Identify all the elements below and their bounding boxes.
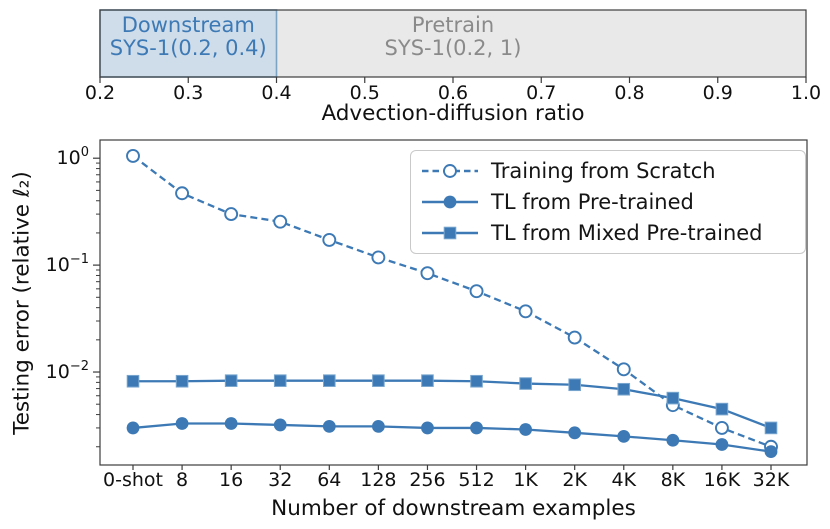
circle-open-marker xyxy=(567,330,582,345)
downstream-region xyxy=(99,9,278,78)
circle-open-marker xyxy=(443,163,457,178)
square-marker xyxy=(421,374,434,387)
x-tick-label: 32K xyxy=(753,469,790,491)
series-line xyxy=(132,422,772,453)
ratio-axis-tick-label: 0.3 xyxy=(173,82,203,104)
x-tick-label: 256 xyxy=(409,469,445,491)
square-marker xyxy=(126,374,140,388)
x-tick-label: 8K xyxy=(661,469,686,491)
x-tick-label: 0-shot xyxy=(103,469,163,491)
square-marker xyxy=(323,374,336,387)
circle-open-marker xyxy=(518,304,533,319)
circle-open-marker xyxy=(175,186,190,201)
circle-marker xyxy=(273,418,287,432)
circle-open-marker xyxy=(714,420,729,435)
ratio-axis-tick-label: 0.7 xyxy=(526,82,556,104)
error-chart: 100 10−1 10−2 0-shot 8 16 32 64 128 256 512 1K 2K 4K 8… xyxy=(46,139,808,491)
square-marker xyxy=(764,421,778,435)
circle-marker xyxy=(126,421,140,435)
x-tick-label: 4K xyxy=(611,469,636,491)
circle-legend-key-icon xyxy=(422,195,478,209)
circle-marker xyxy=(443,195,457,209)
series-tl-from-pre-trained xyxy=(126,417,778,459)
x-tick-label: 512 xyxy=(458,469,494,491)
circle-marker xyxy=(666,433,680,447)
legend: Training from Scratch TL from Pre-trained… xyxy=(410,150,806,254)
square-marker xyxy=(175,374,189,388)
square-marker xyxy=(715,402,729,416)
circle-open-marker xyxy=(469,284,484,299)
circle-marker xyxy=(715,438,729,451)
circle-marker xyxy=(470,421,483,435)
y-tick-label: 100 xyxy=(57,145,89,169)
square-marker xyxy=(666,391,680,405)
x-tick-label: 64 xyxy=(317,469,341,491)
ratio-bar-panel: 0.2 0.3 0.4 0.5 0.6 0.7 0.8 0.9 1.0 xyxy=(85,9,821,104)
circle-marker xyxy=(617,429,631,443)
circle-marker xyxy=(224,417,238,430)
circle-open-marker xyxy=(224,207,239,222)
ratio-axis-tick-label: 0.5 xyxy=(350,82,380,104)
circle-marker xyxy=(371,420,385,433)
circle-marker xyxy=(175,417,189,430)
x-tick-label: 2K xyxy=(562,469,587,491)
circle-open-marker xyxy=(616,362,631,377)
ratio-axis-tick-label: 0.2 xyxy=(85,82,115,104)
square-marker xyxy=(372,374,385,387)
ratio-axis-tick-label: 0.8 xyxy=(614,82,644,104)
ratio-axis-tick-label: 0.6 xyxy=(438,82,468,104)
circle-open-marker xyxy=(371,250,386,265)
square-marker xyxy=(224,374,238,387)
x-tick-label: 16K xyxy=(704,469,741,491)
circle-open-marker xyxy=(126,148,140,163)
series-line xyxy=(133,379,772,429)
square-marker xyxy=(568,378,581,392)
circle-marker xyxy=(764,445,778,459)
y-tick-label: 10−2 xyxy=(46,359,89,383)
x-tick-label: 16 xyxy=(219,469,243,491)
square-legend-key-icon xyxy=(422,227,478,240)
y-tick-label: 10−1 xyxy=(46,252,89,276)
legend-item: TL from Pre-trained xyxy=(421,187,795,217)
legend-item-label: TL from Pre-trained xyxy=(491,189,694,214)
legend-item-label: Training from Scratch xyxy=(491,158,716,183)
ratio-axis-tick-label: 0.9 xyxy=(703,82,733,104)
legend-item: TL from Mixed Pre-trained xyxy=(421,218,795,248)
circle-open-legend-key-icon xyxy=(422,163,478,178)
ratio-axis-label: Advection-diffusion ratio xyxy=(321,101,585,126)
square-marker xyxy=(617,382,631,396)
legend-item: Training from Scratch xyxy=(421,156,795,186)
circle-open-marker xyxy=(420,266,435,281)
x-tick-label: 128 xyxy=(360,469,396,491)
square-marker xyxy=(273,374,287,387)
x-tick-label: 1K xyxy=(513,469,538,491)
circle-open-marker xyxy=(322,232,337,247)
series-line xyxy=(132,155,772,448)
y-axis-label: Testing error (relative ℓ₂) xyxy=(9,171,35,435)
circle-marker xyxy=(421,421,434,435)
circle-open-marker xyxy=(273,214,288,229)
legend-item-label: TL from Mixed Pre-trained xyxy=(491,221,763,246)
circle-marker xyxy=(322,420,336,433)
square-marker xyxy=(470,374,483,388)
ratio-axis-tick-label: 0.4 xyxy=(261,82,291,104)
error-chart-frame xyxy=(99,139,808,466)
ratio-axis-tick-label: 1.0 xyxy=(791,82,821,104)
x-tick-label: 32 xyxy=(268,469,292,491)
square-marker xyxy=(519,377,532,390)
circle-marker xyxy=(568,426,582,440)
x-axis-label: Number of downstream examples xyxy=(271,496,636,521)
x-tick-label: 8 xyxy=(176,469,188,491)
circle-marker xyxy=(519,423,533,436)
series-tl-from-mixed-pre-trained xyxy=(126,374,778,435)
square-marker xyxy=(443,227,457,240)
